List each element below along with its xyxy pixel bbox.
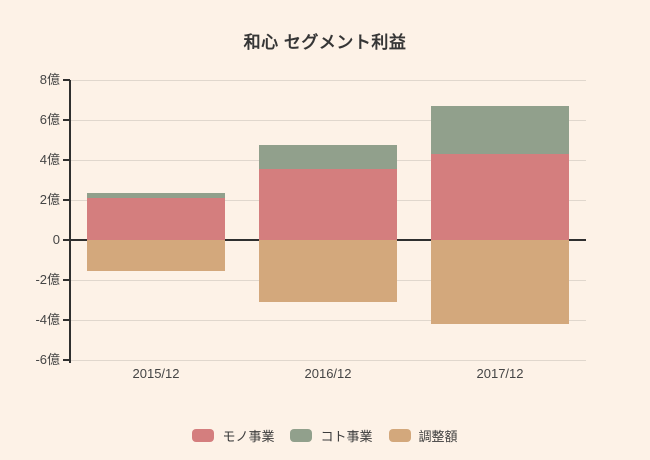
- legend-label: モノ事業: [222, 429, 275, 444]
- y-axis-label: -4億: [35, 312, 60, 327]
- bar-segment[interactable]: [259, 145, 397, 169]
- bar-segment[interactable]: [431, 106, 569, 154]
- y-axis-label: -6億: [35, 352, 60, 367]
- y-axis-tick: [63, 279, 70, 281]
- gridline: [70, 320, 586, 321]
- legend: モノ事業 コト事業 調整額: [0, 426, 650, 445]
- y-axis-tick: [63, 319, 70, 321]
- legend-label: コト事業: [320, 429, 373, 444]
- x-axis-label: 2015/12: [132, 366, 180, 381]
- bar-segment[interactable]: [259, 169, 397, 240]
- y-axis-tick: [63, 159, 70, 161]
- bar-segment[interactable]: [87, 198, 225, 240]
- y-axis-label: 2億: [39, 192, 60, 207]
- y-axis-label: 4億: [39, 152, 60, 167]
- bar-segment[interactable]: [431, 240, 569, 324]
- legend-label: 調整額: [418, 429, 458, 444]
- gridline: [70, 120, 586, 121]
- gridline: [70, 80, 586, 81]
- y-axis-tick: [63, 239, 70, 241]
- y-axis-label: 6億: [39, 112, 60, 127]
- bar-segment[interactable]: [431, 154, 569, 240]
- gridline: [70, 360, 586, 361]
- y-axis-tick: [63, 79, 70, 81]
- y-axis-label: 8億: [39, 72, 60, 87]
- bar-segment[interactable]: [87, 193, 225, 198]
- y-axis-tick: [63, 119, 70, 121]
- y-axis-label: 0: [52, 232, 60, 247]
- x-axis-label: 2017/12: [476, 366, 524, 381]
- legend-item[interactable]: モノ事業: [192, 426, 274, 445]
- y-axis-line: [69, 80, 71, 363]
- y-axis-tick: [63, 359, 70, 361]
- legend-swatch: [192, 429, 215, 442]
- y-axis-label: -2億: [35, 272, 60, 287]
- plot-area: [70, 80, 586, 361]
- legend-swatch: [388, 429, 411, 442]
- legend-item[interactable]: 調整額: [388, 426, 458, 445]
- bar-segment[interactable]: [87, 240, 225, 271]
- legend-swatch: [290, 429, 313, 442]
- legend-item[interactable]: コト事業: [290, 426, 373, 445]
- y-axis-tick: [63, 199, 70, 201]
- chart-title: 和心 セグメント利益: [243, 33, 407, 52]
- bar-segment[interactable]: [259, 240, 397, 302]
- x-axis-label: 2016/12: [304, 366, 352, 381]
